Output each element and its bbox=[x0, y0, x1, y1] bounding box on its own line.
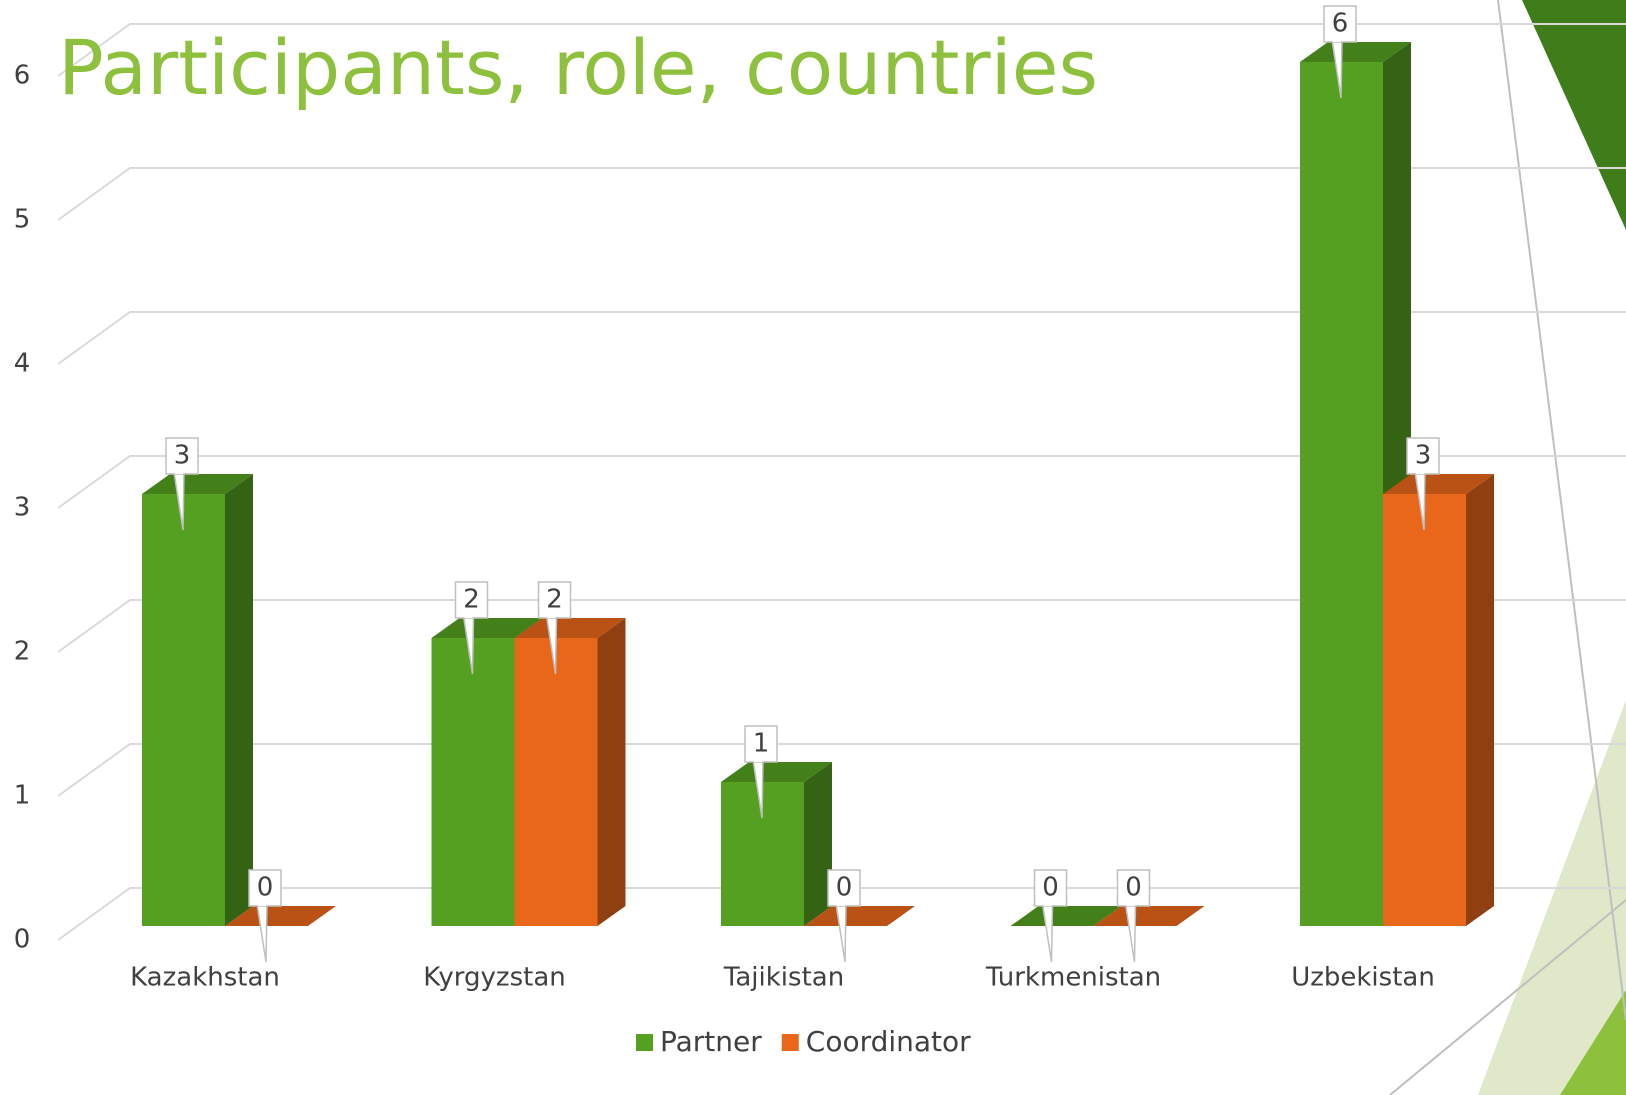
callout-pointer bbox=[1124, 903, 1137, 963]
bar-top bbox=[142, 474, 253, 494]
callout-box bbox=[1033, 869, 1068, 907]
callout-cover bbox=[547, 614, 556, 618]
data-label: 2 bbox=[463, 585, 480, 615]
x-tick-label: Kyrgyzstan bbox=[423, 963, 565, 993]
callout-cover bbox=[1126, 902, 1135, 906]
legend-swatch bbox=[636, 1034, 653, 1051]
y-tick-label: 1 bbox=[14, 781, 31, 811]
callout-box bbox=[248, 869, 282, 907]
bar bbox=[1093, 906, 1205, 926]
bar-top bbox=[804, 906, 915, 926]
callout-cover bbox=[258, 902, 266, 906]
bar-side bbox=[225, 474, 253, 926]
data-label: 6 bbox=[1332, 9, 1349, 39]
x-tick-label: Tajikistan bbox=[723, 963, 844, 993]
callout-cover bbox=[464, 614, 473, 618]
callout-pointer bbox=[1041, 903, 1054, 963]
callout-box bbox=[454, 581, 489, 619]
data-label: 0 bbox=[1042, 873, 1059, 903]
callout-cover bbox=[1043, 902, 1052, 906]
bar bbox=[514, 618, 626, 926]
decor bbox=[1478, 700, 1626, 1095]
grid-line bbox=[57, 167, 131, 221]
callout-cover bbox=[1416, 470, 1424, 474]
data-label: 3 bbox=[174, 441, 191, 471]
grid-line bbox=[57, 311, 131, 365]
grid-line bbox=[57, 599, 131, 653]
bar bbox=[721, 762, 832, 926]
legend-label: Partner bbox=[660, 1025, 762, 1058]
x-tick-label: Turkmenistan bbox=[985, 963, 1161, 993]
decor bbox=[1389, 899, 1626, 1095]
grid-line bbox=[57, 23, 131, 77]
callout-cover bbox=[837, 902, 845, 906]
bar-top bbox=[1093, 906, 1205, 926]
bar bbox=[1383, 474, 1494, 926]
callout-pointer bbox=[835, 903, 847, 963]
y-tick-label: 5 bbox=[14, 205, 31, 235]
x-tick-label: Uzbekistan bbox=[1291, 963, 1435, 993]
decor bbox=[1560, 990, 1626, 1095]
data-label: 0 bbox=[836, 873, 853, 903]
callout-box bbox=[537, 581, 572, 619]
bar-top bbox=[514, 618, 626, 638]
y-tick-label: 6 bbox=[14, 61, 31, 91]
y-tick-label: 3 bbox=[14, 493, 31, 523]
callout-cover bbox=[1333, 38, 1341, 42]
bar-top bbox=[431, 618, 543, 638]
callout-pointer bbox=[256, 903, 268, 963]
bar-top bbox=[1300, 42, 1411, 62]
decor bbox=[1497, 0, 1626, 1021]
bar-front bbox=[1300, 62, 1383, 926]
bar-front bbox=[514, 638, 598, 926]
bar-front bbox=[431, 638, 515, 926]
callout-box bbox=[827, 869, 861, 907]
bar bbox=[804, 906, 915, 926]
data-label: 2 bbox=[546, 585, 563, 615]
callout-cover bbox=[754, 758, 762, 762]
legend-swatch bbox=[781, 1034, 799, 1051]
data-label: 3 bbox=[1415, 441, 1432, 471]
grid-line bbox=[57, 887, 131, 941]
data-label: 0 bbox=[257, 873, 274, 903]
chart-title: Participants, role, countries bbox=[58, 23, 1098, 112]
plot: 0 1 2 3 4 5 6 Kazakhstan 3 0 Kyrgyzstan 2 2 Tajikista… bbox=[14, 5, 1626, 1058]
callout-cover bbox=[175, 470, 183, 474]
bar-side bbox=[804, 762, 832, 926]
bar-front bbox=[142, 494, 225, 926]
y-tick-label: 2 bbox=[14, 637, 31, 667]
x-tick-label: Kazakhstan bbox=[130, 963, 280, 993]
bar-top bbox=[1383, 474, 1494, 494]
bar bbox=[142, 474, 253, 926]
callout-box bbox=[165, 437, 199, 475]
bar-side bbox=[1466, 474, 1494, 926]
y-tick-label: 4 bbox=[14, 349, 31, 379]
legend-label: Coordinator bbox=[806, 1025, 971, 1058]
bar-front bbox=[1383, 494, 1466, 926]
y-tick-label: 0 bbox=[14, 925, 31, 955]
grid-line bbox=[57, 743, 131, 797]
bar-side bbox=[597, 618, 626, 926]
grid-line bbox=[57, 455, 131, 509]
data-label: 0 bbox=[1125, 873, 1142, 903]
data-label: 1 bbox=[753, 729, 770, 759]
bar-top bbox=[721, 762, 832, 782]
decor bbox=[1522, 0, 1626, 230]
bar bbox=[225, 906, 336, 926]
bar-top bbox=[1010, 906, 1122, 926]
bar-top bbox=[225, 906, 336, 926]
bar bbox=[1010, 906, 1122, 926]
